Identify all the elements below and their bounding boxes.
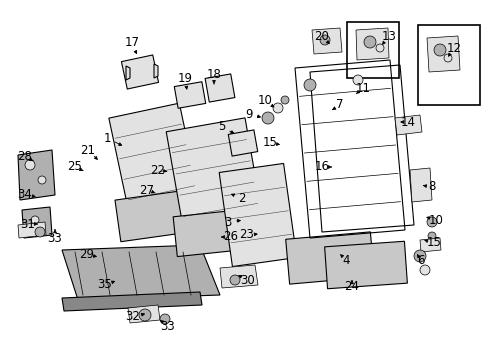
Text: 35: 35: [98, 279, 112, 292]
Text: 29: 29: [80, 248, 94, 261]
Text: 15: 15: [262, 136, 277, 149]
Text: 16: 16: [314, 161, 329, 174]
Text: 3: 3: [224, 216, 231, 229]
Polygon shape: [220, 265, 258, 288]
Circle shape: [375, 44, 383, 52]
Text: 4: 4: [342, 253, 349, 266]
Polygon shape: [115, 188, 204, 242]
Text: 27: 27: [139, 184, 154, 197]
Polygon shape: [166, 118, 263, 238]
Polygon shape: [109, 103, 201, 221]
Bar: [346, 22, 398, 78]
Circle shape: [139, 309, 151, 321]
Text: 17: 17: [124, 36, 139, 49]
Polygon shape: [126, 66, 130, 80]
Circle shape: [35, 227, 45, 237]
Polygon shape: [22, 207, 52, 238]
Text: 30: 30: [240, 274, 255, 287]
Circle shape: [319, 35, 329, 45]
Circle shape: [25, 160, 35, 170]
Bar: [417, 25, 479, 105]
Text: 9: 9: [245, 108, 252, 121]
Text: 10: 10: [257, 94, 272, 108]
Circle shape: [419, 265, 429, 275]
Text: 33: 33: [47, 233, 62, 246]
Circle shape: [31, 216, 39, 224]
Circle shape: [363, 36, 375, 48]
Text: 24: 24: [344, 280, 359, 293]
Polygon shape: [409, 168, 431, 202]
Text: 14: 14: [400, 116, 415, 129]
Polygon shape: [18, 150, 55, 200]
Polygon shape: [228, 130, 257, 156]
Polygon shape: [419, 238, 440, 252]
Circle shape: [38, 176, 46, 184]
Polygon shape: [154, 64, 158, 78]
Text: 20: 20: [314, 31, 329, 44]
Text: 23: 23: [239, 229, 254, 242]
Text: 11: 11: [355, 81, 370, 94]
Polygon shape: [174, 82, 205, 108]
Text: 21: 21: [81, 144, 95, 157]
Text: 2: 2: [238, 192, 245, 204]
Polygon shape: [311, 28, 341, 54]
Polygon shape: [62, 245, 220, 300]
Polygon shape: [426, 36, 459, 72]
Circle shape: [427, 232, 435, 240]
Polygon shape: [18, 222, 46, 238]
Text: 7: 7: [336, 99, 343, 112]
Polygon shape: [324, 241, 407, 289]
Circle shape: [262, 112, 273, 124]
Text: 10: 10: [427, 213, 443, 226]
Text: 26: 26: [223, 230, 238, 243]
Polygon shape: [394, 115, 421, 135]
Text: 12: 12: [446, 41, 461, 54]
Polygon shape: [219, 163, 296, 266]
Polygon shape: [355, 28, 388, 60]
Circle shape: [426, 217, 436, 227]
Text: 28: 28: [18, 150, 32, 163]
Circle shape: [160, 314, 170, 324]
Polygon shape: [121, 55, 158, 89]
Polygon shape: [62, 292, 202, 311]
Circle shape: [413, 250, 425, 262]
Polygon shape: [128, 305, 160, 323]
Text: 5: 5: [218, 121, 225, 134]
Text: 13: 13: [381, 30, 396, 42]
Text: 31: 31: [20, 217, 35, 230]
Circle shape: [281, 96, 288, 104]
Circle shape: [352, 75, 362, 85]
Polygon shape: [285, 232, 373, 284]
Text: 34: 34: [18, 188, 32, 201]
Text: 22: 22: [150, 163, 165, 176]
Text: 8: 8: [427, 180, 435, 194]
Text: 32: 32: [125, 310, 140, 324]
Text: 18: 18: [206, 68, 221, 81]
Circle shape: [272, 103, 283, 113]
Circle shape: [304, 79, 315, 91]
Text: 15: 15: [426, 237, 441, 249]
Circle shape: [229, 275, 240, 285]
Text: 33: 33: [160, 320, 175, 333]
Polygon shape: [173, 207, 266, 257]
Text: 1: 1: [103, 131, 110, 144]
Text: 25: 25: [67, 161, 82, 174]
Circle shape: [433, 44, 445, 56]
Text: 19: 19: [177, 72, 192, 85]
Polygon shape: [204, 74, 234, 102]
Text: 6: 6: [416, 253, 424, 266]
Circle shape: [443, 54, 451, 62]
